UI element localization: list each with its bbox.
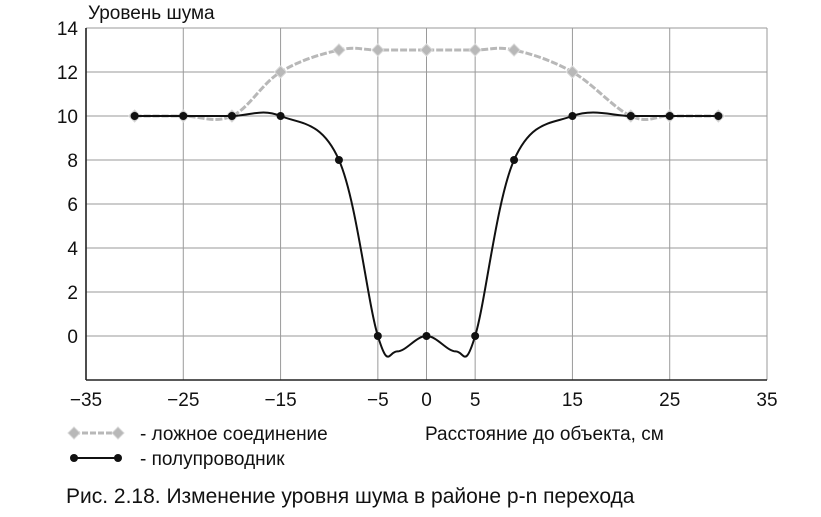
data-point-false-junction — [419, 43, 434, 57]
data-point-semiconductor — [714, 112, 723, 120]
grid — [85, 27, 768, 380]
legend: - ложное соединение - полупроводник — [67, 424, 328, 470]
data-point-semiconductor — [626, 112, 635, 120]
y-tick-label: 4 — [67, 239, 78, 260]
data-point-semiconductor — [510, 156, 519, 164]
x-tick-label: −15 — [264, 390, 296, 411]
chart-caption: Рис. 2.18. Изменение уровня шума в район… — [66, 485, 635, 508]
legend-marker-semiconductor — [114, 454, 122, 462]
data-point-semiconductor — [130, 112, 139, 120]
x-tick-label: 5 — [470, 390, 481, 411]
y-tick-label: 6 — [67, 195, 78, 216]
series-semiconductor — [130, 111, 723, 358]
x-tick-label: −35 — [70, 390, 102, 411]
data-point-semiconductor — [373, 332, 382, 340]
tick-labels: −35 −25 −15 −5 0 5 15 25 35 0 2 4 6 8 10 12 14 — [57, 19, 778, 411]
data-point-semiconductor — [334, 156, 343, 164]
legend-label-semiconductor: - полупроводник — [140, 449, 285, 470]
x-tick-label: 15 — [562, 390, 583, 411]
data-point-false-junction — [468, 43, 482, 57]
data-point-semiconductor — [665, 112, 674, 120]
legend-marker-semiconductor — [70, 454, 78, 462]
x-tick-label: −5 — [367, 390, 389, 411]
x-tick-label: 25 — [659, 390, 680, 411]
data-point-false-junction — [332, 43, 346, 57]
y-tick-label: 14 — [57, 19, 79, 40]
legend-marker-false-junction — [111, 426, 125, 440]
y-tick-label: 2 — [67, 283, 78, 304]
data-point-semiconductor — [179, 112, 188, 120]
data-point-semiconductor — [568, 112, 577, 120]
x-tick-label: 0 — [421, 390, 432, 411]
y-tick-label: 8 — [67, 151, 78, 172]
y-axis-label: Уровень шума — [88, 3, 215, 24]
data-point-semiconductor — [276, 112, 285, 120]
data-point-false-junction — [371, 43, 385, 57]
data-point-false-junction — [507, 43, 521, 57]
data-point-semiconductor — [227, 112, 236, 120]
legend-symbol-semiconductor — [70, 454, 122, 462]
data-point-false-junction — [565, 65, 580, 79]
y-tick-label: 12 — [57, 63, 78, 84]
data-point-semiconductor — [471, 332, 480, 340]
y-tick-label: 10 — [57, 107, 78, 128]
legend-label-false-junction: - ложное соединение — [140, 424, 328, 445]
y-tick-label: 0 — [67, 327, 78, 348]
legend-marker-false-junction — [67, 426, 81, 440]
x-tick-label: 35 — [756, 390, 777, 411]
series-area — [127, 43, 726, 358]
legend-symbol-false-junction — [67, 426, 125, 440]
data-point-false-junction — [273, 65, 288, 79]
x-axis-label: Расстояние до объекта, см — [425, 424, 664, 445]
axes — [85, 28, 767, 381]
data-point-semiconductor — [422, 332, 431, 340]
x-tick-label: −25 — [167, 390, 199, 411]
